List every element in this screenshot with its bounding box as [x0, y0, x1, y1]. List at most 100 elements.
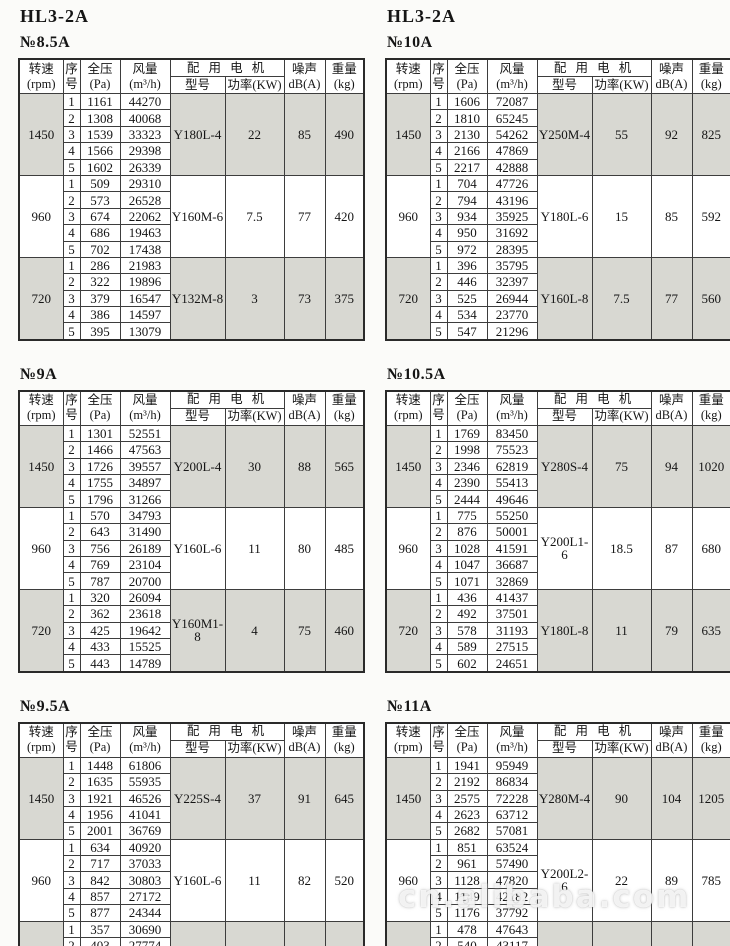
col-header-rpm: 转速 (rpm) [385, 58, 431, 94]
flow-cell: 30803 [119, 871, 171, 889]
flow-cell: 19896 [119, 273, 171, 291]
flow-cell: 29398 [119, 142, 171, 160]
table-row: 720147847643Y180L-81182710 [385, 920, 730, 946]
table-row: 3 525 26944 [386, 289, 730, 308]
col-header-flow: 风量 (m³/h) [119, 58, 171, 94]
flow-cell: 33323 [119, 125, 171, 144]
flow-cell: 65245 [486, 109, 538, 127]
pressure-cell: 1726 [79, 457, 121, 476]
table-row: 2 961 57490 [386, 855, 730, 873]
pressure-cell: 443 [79, 654, 121, 673]
flow-cell: 42888 [486, 158, 538, 176]
weight-cell: 592 [691, 174, 730, 258]
noise-cell: 89 [650, 838, 693, 922]
pressure-cell: 2130 [446, 125, 488, 144]
table-row: 3 425 19642 [19, 621, 364, 639]
flow-cell: 46526 [119, 789, 171, 807]
flow-cell: 27515 [486, 637, 538, 656]
table-row: 4 1956 41041 [19, 805, 364, 824]
flow-cell: 47820 [486, 871, 538, 889]
spec-table: 转速 (rpm) 序 号全压 (Pa) 风量 (m³/h) 配 用 电 机噪声 dB(… [385, 58, 730, 341]
col-header-motor-group: 配 用 电 机 [169, 58, 285, 77]
seq-cell: 5 [429, 822, 448, 840]
rpm-cell: 720 [18, 256, 64, 341]
table-row: 5 395 13079 [19, 322, 364, 341]
table-row: 960 1 509 29310 Y160M-6 7.5 77 420 [18, 174, 365, 258]
pressure-cell: 1539 [79, 125, 121, 144]
seq-cell: 3 [62, 289, 81, 308]
pressure-cell: 547 [446, 322, 488, 341]
table-row: 3 674 22062 [19, 207, 364, 226]
table-row: 5 2444 49646 [386, 490, 730, 508]
flow-cell: 40920 [119, 838, 171, 857]
seq-cell: 4 [62, 637, 81, 656]
pressure-cell: 2001 [79, 822, 121, 840]
flow-cell: 24651 [486, 654, 538, 673]
flow-cell: 55413 [486, 474, 538, 492]
flow-cell: 32397 [486, 273, 538, 291]
table-row: 4 1566 29398 [19, 142, 364, 160]
col-header-motor-model: 型号 [536, 739, 593, 758]
table-row: 1450 1 1448 61806 Y225S-4 37 91 645 [18, 756, 365, 840]
pressure-cell: 1047 [446, 555, 488, 574]
seq-cell: 2 [62, 523, 81, 541]
flow-cell: 28395 [486, 240, 538, 258]
seq-cell: 3 [429, 289, 448, 308]
col-header-motor-power: 功率(KW) [591, 739, 652, 758]
flow-cell: 35795 [486, 256, 538, 275]
seq-cell: 1 [62, 256, 81, 275]
col-header-flow: 风量 (m³/h) [486, 390, 538, 426]
col-header-motor-power: 功率(KW) [224, 407, 285, 426]
pressure-cell: 1998 [446, 441, 488, 459]
table-row: 4 1149 42182 [386, 887, 730, 906]
col-header-noise: 噪声 dB(A) [283, 390, 326, 426]
seq-cell: 3 [62, 125, 81, 144]
flow-cell: 55250 [486, 506, 538, 525]
col-header-weight: 重量 (kg) [324, 390, 365, 426]
motor-model-cell: Y225S-4 [169, 756, 226, 840]
spec-table: 转速 (rpm) 序 号全压 (Pa) 风量 (m³/h) 配 用 电 机噪声 dB(… [385, 389, 730, 673]
seq-cell: 4 [429, 142, 448, 160]
flow-cell: 15525 [119, 637, 171, 656]
seq-cell: 3 [429, 789, 448, 807]
table-row: 4 769 23104 [19, 555, 364, 574]
rpm-cell: 720 [18, 588, 64, 673]
noise-cell: 79 [650, 588, 693, 673]
flow-cell: 95949 [486, 756, 538, 775]
pressure-cell: 478 [446, 920, 488, 939]
spec-table: 转速 (rpm) 序 号全压 (Pa) 风量 (m³/h) 配 用 电 机噪声 dB(… [18, 58, 366, 341]
pressure-cell: 950 [446, 224, 488, 242]
seq-cell: 2 [429, 605, 448, 623]
table-row: 720135730690Y160M2-85.576485 [18, 920, 365, 946]
rpm-cell: 720 [385, 588, 431, 673]
flow-cell: 21983 [119, 256, 171, 275]
noise-cell: 77 [650, 256, 693, 341]
col-header-seq: 序 号 [62, 390, 81, 426]
rpm-cell: 960 [18, 838, 64, 922]
pressure-cell: 425 [79, 621, 121, 639]
rpm-cell: 1450 [385, 93, 431, 176]
seq-cell: 1 [62, 756, 81, 775]
flow-cell: 32869 [486, 572, 538, 590]
seq-cell: 2 [62, 191, 81, 209]
noise-cell: 76 [283, 920, 326, 946]
flow-cell: 47643 [486, 920, 538, 939]
col-header-seq: 序 号 [62, 722, 81, 758]
col-header-weight: 重量 (kg) [691, 58, 730, 94]
seq-cell: 2 [429, 191, 448, 209]
motor-model-cell: Y280M-4 [536, 756, 593, 840]
noise-cell: 91 [283, 756, 326, 840]
table-row: 2 322 19896 [19, 273, 364, 291]
motor-model-cell: Y160M1-8 [169, 588, 226, 673]
seq-cell: 1 [62, 424, 81, 443]
seq-cell: 1 [429, 506, 448, 525]
col-header-seq: 序 号 [62, 58, 81, 94]
flow-cell: 24344 [119, 904, 171, 922]
rpm-cell: 720 [18, 920, 64, 946]
table-row: 3 1921 46526 [19, 789, 364, 807]
seq-cell: 3 [62, 621, 81, 639]
col-header-rpm: 转速 (rpm) [385, 722, 431, 758]
flow-cell: 36769 [119, 822, 171, 840]
weight-cell: 485 [324, 920, 365, 946]
noise-cell: 104 [650, 756, 693, 840]
